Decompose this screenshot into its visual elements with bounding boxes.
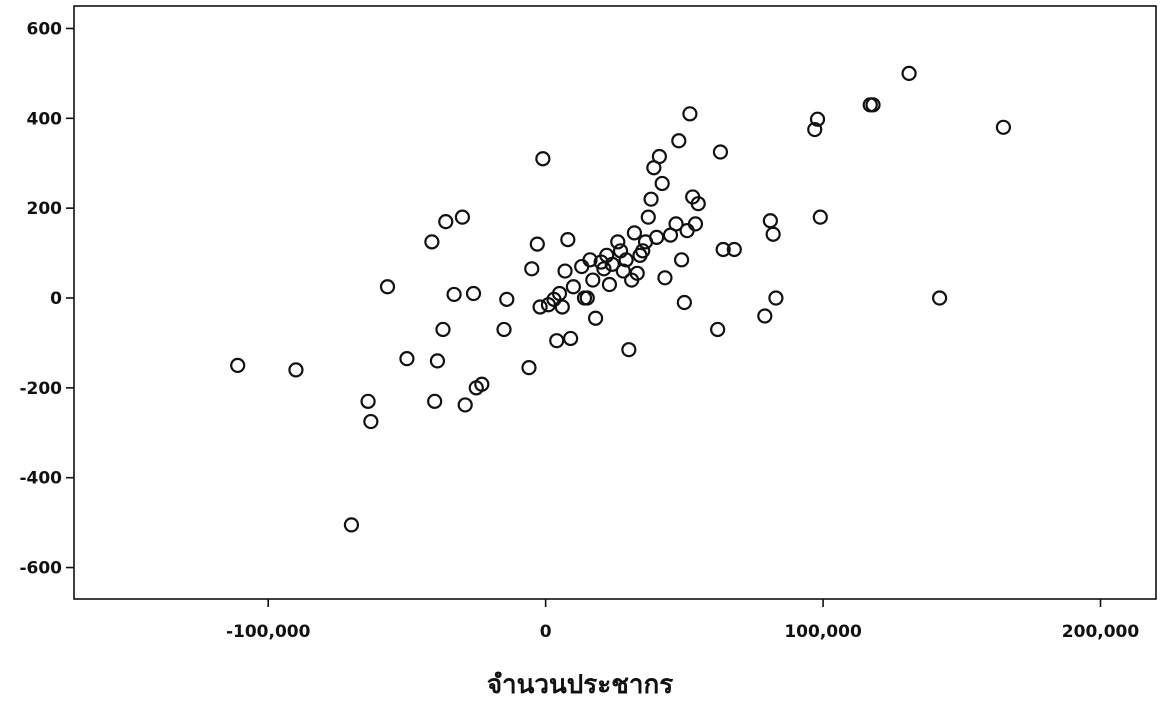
x-tick-label: 100,000 bbox=[784, 622, 862, 642]
y-tick-label: 200 bbox=[27, 199, 63, 219]
data-point bbox=[715, 241, 731, 258]
data-point bbox=[457, 397, 473, 413]
data-point bbox=[671, 133, 687, 149]
plot-frame bbox=[73, 5, 1157, 600]
data-point bbox=[610, 234, 626, 250]
data-point bbox=[931, 290, 948, 306]
data-point bbox=[535, 151, 551, 167]
data-point bbox=[712, 144, 729, 160]
data-point bbox=[438, 214, 454, 230]
x-axis: -100,000 0 100,000 200,000 bbox=[226, 599, 1139, 642]
data-point bbox=[687, 216, 704, 232]
data-point bbox=[649, 229, 665, 245]
data-point bbox=[565, 279, 581, 295]
data-point bbox=[360, 393, 376, 409]
data-point bbox=[673, 252, 690, 268]
data-point bbox=[809, 111, 826, 127]
data-point bbox=[499, 291, 515, 307]
y-tick-label: 400 bbox=[27, 109, 63, 129]
data-point bbox=[474, 376, 490, 392]
data-point bbox=[676, 294, 692, 311]
y-tick-label: -200 bbox=[19, 379, 62, 399]
data-point bbox=[585, 272, 601, 288]
data-point bbox=[496, 321, 512, 338]
data-point bbox=[582, 252, 598, 268]
data-point bbox=[654, 175, 670, 192]
data-point bbox=[435, 321, 451, 338]
data-point bbox=[465, 285, 482, 302]
data-point bbox=[668, 216, 684, 232]
y-tick-label: 0 bbox=[50, 289, 62, 309]
data-point bbox=[629, 265, 645, 281]
data-point bbox=[524, 261, 540, 277]
y-axis: 600 400 200 0 -200 -400 -600 bbox=[19, 19, 74, 579]
data-point bbox=[812, 209, 828, 225]
data-point bbox=[726, 241, 742, 258]
y-tick-label: -400 bbox=[19, 469, 62, 489]
x-tick-label: -100,000 bbox=[226, 622, 311, 642]
data-point bbox=[563, 330, 579, 347]
data-point bbox=[635, 243, 651, 259]
data-point bbox=[807, 121, 823, 138]
x-axis-title: จำนวนประชากร bbox=[487, 670, 673, 700]
data-point bbox=[643, 191, 659, 207]
data-point bbox=[690, 196, 706, 212]
data-point bbox=[604, 256, 620, 272]
data-point bbox=[901, 65, 917, 81]
data-point bbox=[429, 353, 446, 369]
data-point bbox=[532, 299, 548, 315]
data-point bbox=[768, 290, 784, 306]
y-tick-label: 600 bbox=[27, 19, 63, 39]
data-point bbox=[549, 333, 565, 349]
data-point bbox=[343, 517, 360, 533]
x-tick-label: 0 bbox=[540, 622, 552, 642]
data-point bbox=[657, 270, 673, 286]
data-point bbox=[757, 308, 773, 324]
data-point bbox=[288, 362, 304, 378]
data-point bbox=[521, 360, 537, 376]
data-point bbox=[446, 286, 462, 303]
x-tick-label: 200,000 bbox=[1062, 622, 1140, 642]
data-point bbox=[626, 225, 643, 241]
data-point bbox=[424, 234, 440, 250]
data-point bbox=[363, 413, 379, 430]
data-point bbox=[618, 252, 634, 268]
data-point bbox=[579, 290, 595, 306]
data-point bbox=[601, 276, 618, 293]
data-point bbox=[765, 226, 781, 242]
data-point bbox=[710, 321, 726, 338]
data-point bbox=[995, 119, 1012, 135]
data-point bbox=[621, 342, 637, 358]
data-point bbox=[560, 232, 576, 248]
data-point bbox=[529, 236, 545, 252]
data-points bbox=[230, 65, 1012, 533]
data-point bbox=[640, 209, 656, 225]
data-point bbox=[454, 209, 471, 225]
data-point bbox=[399, 351, 415, 367]
data-point bbox=[651, 148, 667, 165]
data-point bbox=[682, 106, 698, 122]
y-tick-label: -600 bbox=[19, 559, 62, 579]
data-point bbox=[557, 263, 573, 279]
data-point bbox=[865, 97, 881, 113]
data-point bbox=[427, 393, 443, 409]
data-point bbox=[587, 310, 604, 326]
data-point bbox=[230, 357, 246, 373]
data-point bbox=[379, 279, 396, 295]
data-point bbox=[554, 299, 570, 315]
